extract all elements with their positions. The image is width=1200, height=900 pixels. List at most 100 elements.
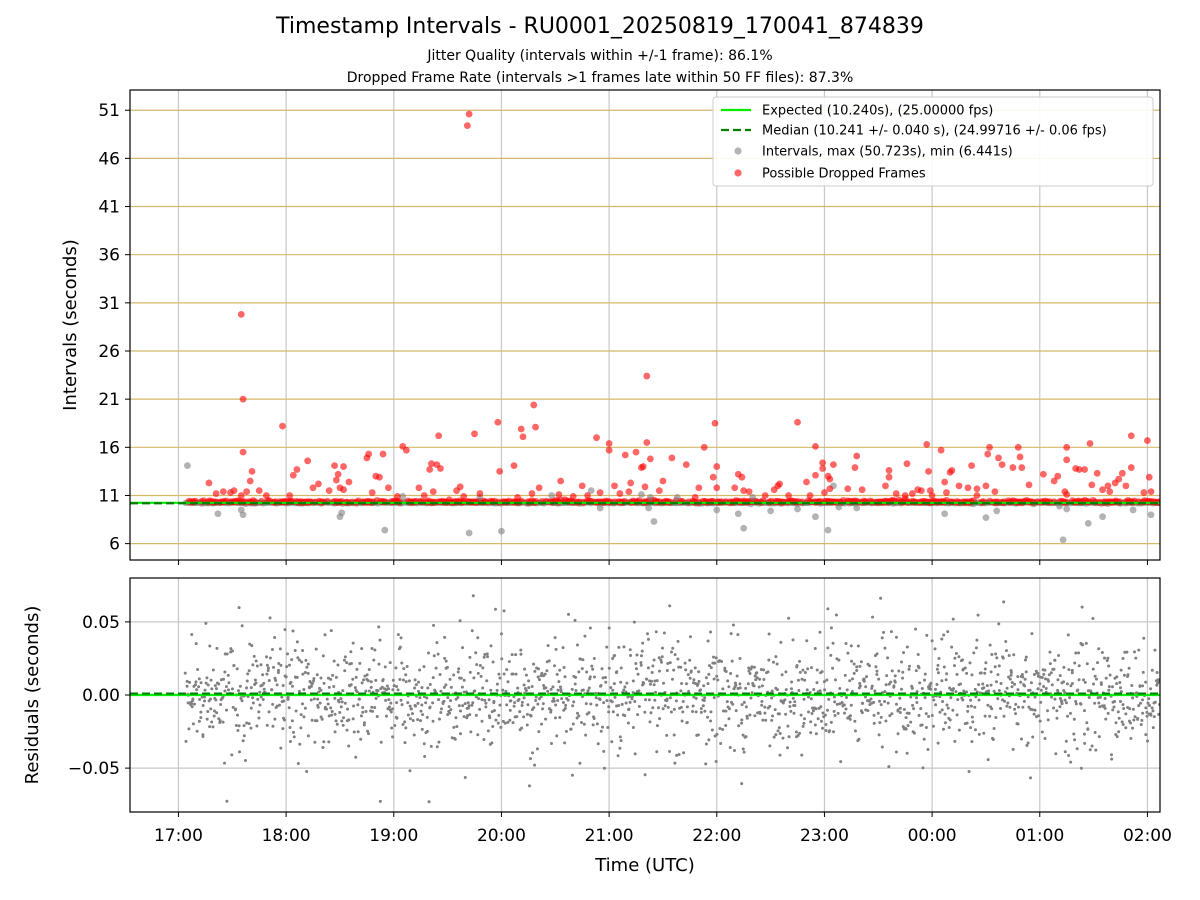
residual-point [708, 630, 712, 634]
residual-point [839, 760, 843, 764]
dropped-frame-point [332, 476, 340, 484]
residual-point [699, 710, 703, 714]
residual-point [947, 725, 951, 729]
residual-point [920, 687, 924, 691]
dropped-frame-point [402, 446, 410, 454]
residual-point [1142, 636, 1146, 640]
residual-point [661, 707, 665, 711]
dropped-frame-point [639, 463, 647, 470]
residual-point [629, 653, 633, 657]
residual-point [1111, 685, 1115, 689]
residual-point [1109, 753, 1113, 757]
residual-point [1030, 708, 1034, 712]
residual-point [208, 644, 212, 648]
residual-point [992, 689, 996, 693]
residual-point [596, 742, 600, 746]
residual-point [469, 730, 473, 734]
dropped-frame-point [596, 489, 604, 496]
interval-point [824, 526, 832, 534]
residual-point [602, 749, 606, 753]
residual-point [987, 689, 991, 693]
residual-point [345, 661, 349, 665]
residual-point [339, 697, 343, 701]
residual-point [591, 723, 595, 727]
residual-point [247, 669, 251, 673]
residual-point [245, 721, 249, 725]
interval-point [794, 505, 801, 513]
residual-point [779, 640, 783, 644]
residual-point [1147, 697, 1151, 701]
residual-point [485, 652, 489, 656]
residual-point [1077, 678, 1081, 682]
residual-point [200, 695, 204, 699]
residual-point [461, 646, 465, 650]
residual-point [364, 689, 368, 693]
residual-point [888, 714, 892, 718]
residual-point [615, 670, 619, 674]
residual-point [977, 683, 981, 687]
residual-point [767, 632, 771, 636]
residual-point [874, 665, 878, 669]
residual-point [552, 699, 556, 703]
residual-point [305, 769, 309, 773]
residual-point [721, 687, 725, 691]
residual-point [301, 672, 305, 676]
y-tick-label: 36 [98, 246, 120, 266]
residual-point [312, 679, 316, 683]
plot-frame [129, 89, 1161, 561]
residual-point [555, 672, 559, 676]
residual-point [757, 685, 761, 689]
residual-point [1098, 705, 1102, 709]
residual-point [187, 727, 191, 731]
residual-point [544, 686, 548, 690]
dropped-frame-point [659, 477, 667, 485]
residual-point [471, 594, 475, 598]
residual-point [694, 710, 698, 714]
residual-point [1070, 681, 1074, 685]
residual-point [325, 697, 329, 701]
residual-point [1129, 737, 1133, 741]
residual-point [909, 695, 913, 699]
dropped-frame-point [569, 493, 577, 500]
residual-point [986, 703, 990, 707]
residual-point [1113, 700, 1117, 704]
residual-point [574, 675, 578, 679]
residual-point [752, 665, 756, 669]
residual-point [750, 691, 754, 695]
residual-point [1043, 736, 1047, 740]
residual-point [321, 745, 325, 749]
dropped-frame-point [740, 487, 748, 495]
residual-point [1038, 682, 1042, 686]
residual-point [643, 773, 647, 777]
residual-point [966, 709, 970, 713]
residual-point [875, 669, 879, 673]
residual-point [282, 718, 286, 722]
residual-point [1026, 741, 1030, 745]
residual-point [844, 695, 848, 699]
residual-point [789, 709, 793, 713]
residual-point [1131, 696, 1135, 700]
residual-point [752, 684, 756, 688]
residual-point [437, 717, 441, 721]
residual-point [890, 712, 894, 716]
x-axis-label: Time (UTC) [594, 855, 695, 876]
residual-point [356, 703, 360, 707]
residual-point [908, 664, 912, 668]
residual-point [726, 679, 730, 683]
residual-point [335, 722, 339, 726]
dropped-frame-point [892, 490, 900, 497]
residual-point [318, 701, 322, 705]
residual-point [999, 682, 1003, 686]
residual-point [843, 673, 847, 677]
residual-point [684, 682, 688, 686]
residual-point [760, 703, 764, 707]
residual-point [639, 663, 643, 667]
residual-point [920, 723, 924, 727]
residual-point [637, 705, 641, 709]
residual-point [1014, 702, 1018, 706]
residual-point [498, 703, 502, 707]
residual-point [419, 709, 423, 713]
residual-point [647, 698, 651, 702]
residual-point [388, 661, 392, 665]
y-tick-label: 0.00 [82, 686, 120, 706]
